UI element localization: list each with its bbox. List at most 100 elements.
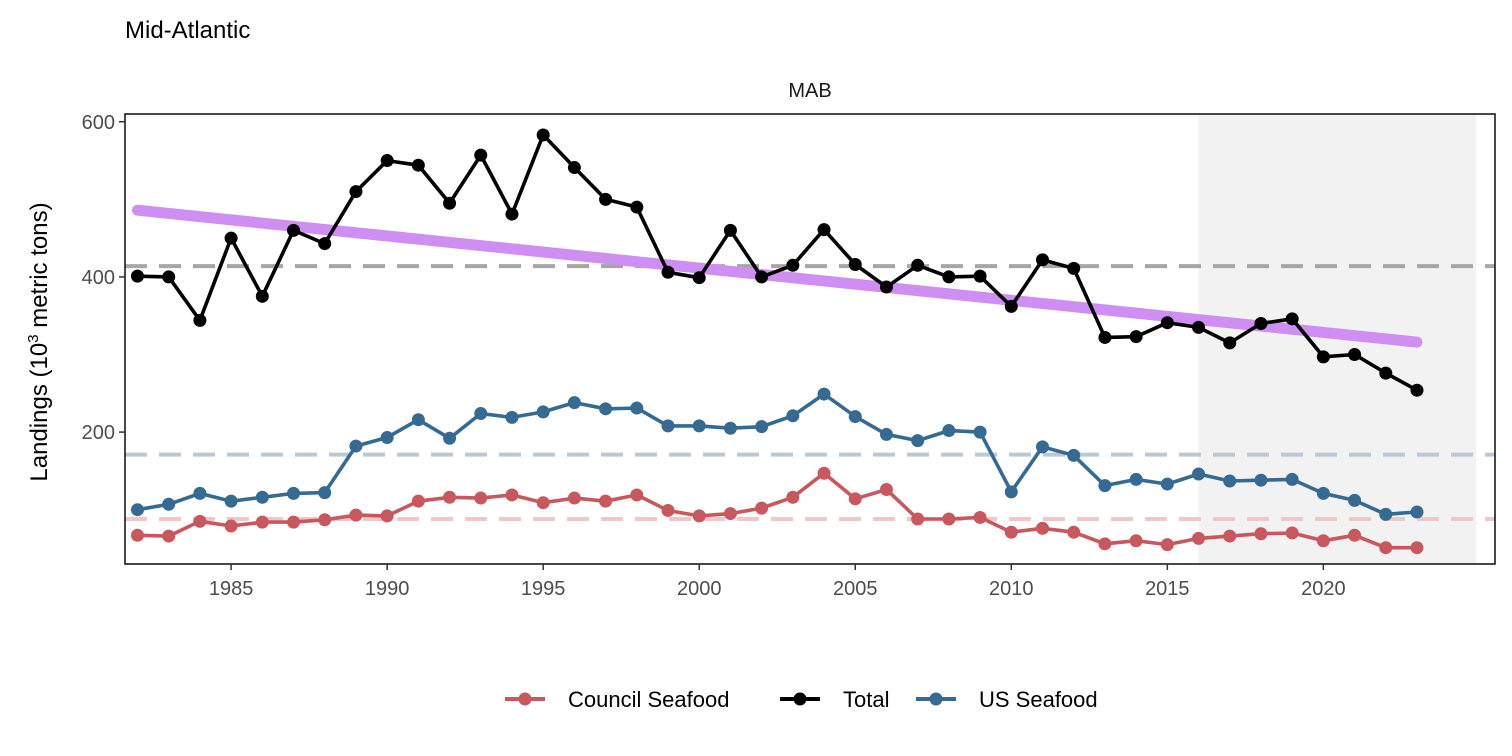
data-point-us-seafood [786, 409, 800, 423]
data-point-us-seafood [505, 410, 519, 424]
data-point-us-seafood [942, 424, 956, 438]
x-tick-label: 2015 [1145, 578, 1190, 600]
x-tick-label: 1985 [209, 578, 254, 600]
data-point-council-seafood [380, 509, 394, 523]
legend-key-point [929, 692, 943, 706]
x-tick-label: 2010 [989, 578, 1034, 600]
data-point-council-seafood [1285, 526, 1299, 540]
y-tick-label: 200 [82, 422, 115, 444]
data-point-us-seafood [1410, 505, 1424, 519]
data-point-total [255, 289, 269, 303]
data-point-total [474, 148, 488, 162]
data-point-council-seafood [443, 490, 457, 504]
data-point-council-seafood [162, 529, 176, 543]
data-point-us-seafood [474, 406, 488, 420]
y-axis-title-tail: metric tons) [26, 202, 53, 334]
data-point-council-seafood [411, 494, 425, 508]
data-point-council-seafood [1316, 534, 1330, 548]
data-point-us-seafood [1035, 440, 1049, 454]
data-point-council-seafood [349, 508, 363, 522]
data-point-us-seafood [318, 486, 332, 500]
data-point-total [567, 161, 581, 175]
data-point-council-seafood [1254, 527, 1268, 541]
series-us-seafood [130, 387, 1424, 521]
x-tick-label: 2020 [1301, 578, 1346, 600]
data-point-council-seafood [723, 507, 737, 521]
data-point-total [692, 271, 706, 285]
data-point-us-seafood [848, 410, 862, 424]
data-point-us-seafood [911, 434, 925, 448]
data-point-total [1004, 299, 1018, 313]
series-council-seafood [130, 466, 1424, 555]
legend-key-point [518, 692, 532, 706]
data-point-council-seafood [1223, 529, 1237, 543]
legend-label: Council Seafood [568, 687, 729, 712]
data-point-council-seafood [1035, 521, 1049, 535]
data-point-total [1348, 348, 1362, 362]
data-point-total [1254, 316, 1268, 330]
series-total [130, 128, 1424, 397]
legend: Council Seafood Total US Seafood [505, 687, 1098, 712]
data-point-council-seafood [973, 510, 987, 524]
data-point-us-seafood [1129, 472, 1143, 486]
data-point-us-seafood [224, 494, 238, 508]
data-point-us-seafood [443, 431, 457, 445]
data-point-us-seafood [973, 425, 987, 439]
chart-title: Mid-Atlantic [125, 17, 250, 44]
data-point-council-seafood [567, 491, 581, 505]
data-point-total [973, 269, 987, 283]
data-point-us-seafood [1098, 479, 1112, 493]
plot-area: 200 400 600 1985 1990 1995 2000 2005 2010 2015 202… [82, 112, 1496, 600]
data-point-us-seafood [411, 413, 425, 427]
data-point-council-seafood [786, 490, 800, 504]
data-point-council-seafood [1160, 538, 1174, 552]
data-point-council-seafood [630, 488, 644, 502]
data-point-total [942, 270, 956, 284]
data-point-total [193, 313, 207, 327]
data-point-council-seafood [287, 515, 301, 529]
data-point-us-seafood [1223, 474, 1237, 488]
data-point-total [1098, 330, 1112, 344]
data-point-us-seafood [661, 419, 675, 433]
data-point-council-seafood [942, 512, 956, 526]
data-point-total [224, 231, 238, 245]
data-point-total [599, 192, 613, 206]
data-point-total [411, 158, 425, 172]
data-point-us-seafood [567, 396, 581, 410]
data-point-council-seafood [1067, 525, 1081, 539]
legend-label: US Seafood [979, 687, 1098, 712]
data-point-us-seafood [1254, 473, 1268, 487]
data-point-council-seafood [318, 513, 332, 527]
trend-line [131, 204, 1423, 348]
data-point-total [1160, 316, 1174, 330]
data-point-us-seafood [255, 490, 269, 504]
data-point-total [786, 258, 800, 272]
data-point-council-seafood [879, 483, 893, 497]
data-point-council-seafood [817, 466, 831, 480]
data-point-us-seafood [879, 427, 893, 441]
data-point-us-seafood [193, 486, 207, 500]
data-point-us-seafood [1004, 485, 1018, 499]
data-point-council-seafood [599, 494, 613, 508]
data-point-council-seafood [505, 488, 519, 502]
data-point-total [162, 270, 176, 284]
legend-item-us-seafood: US Seafood [916, 687, 1098, 712]
plot-border [124, 113, 1496, 565]
data-point-council-seafood [474, 491, 488, 505]
legend-key-point [793, 692, 807, 706]
data-point-total [380, 154, 394, 168]
legend-item-council-seafood: Council Seafood [505, 687, 729, 712]
data-point-total [287, 223, 301, 237]
data-point-total [755, 270, 769, 284]
data-point-us-seafood [1348, 493, 1362, 507]
data-point-us-seafood [817, 387, 831, 401]
data-point-total [848, 258, 862, 272]
legend-item-total: Total [780, 687, 889, 712]
data-point-us-seafood [380, 431, 394, 445]
data-point-council-seafood [848, 492, 862, 506]
data-point-us-seafood [1067, 448, 1081, 462]
data-point-council-seafood [755, 501, 769, 515]
data-point-total [817, 223, 831, 237]
data-point-us-seafood [1379, 507, 1393, 521]
